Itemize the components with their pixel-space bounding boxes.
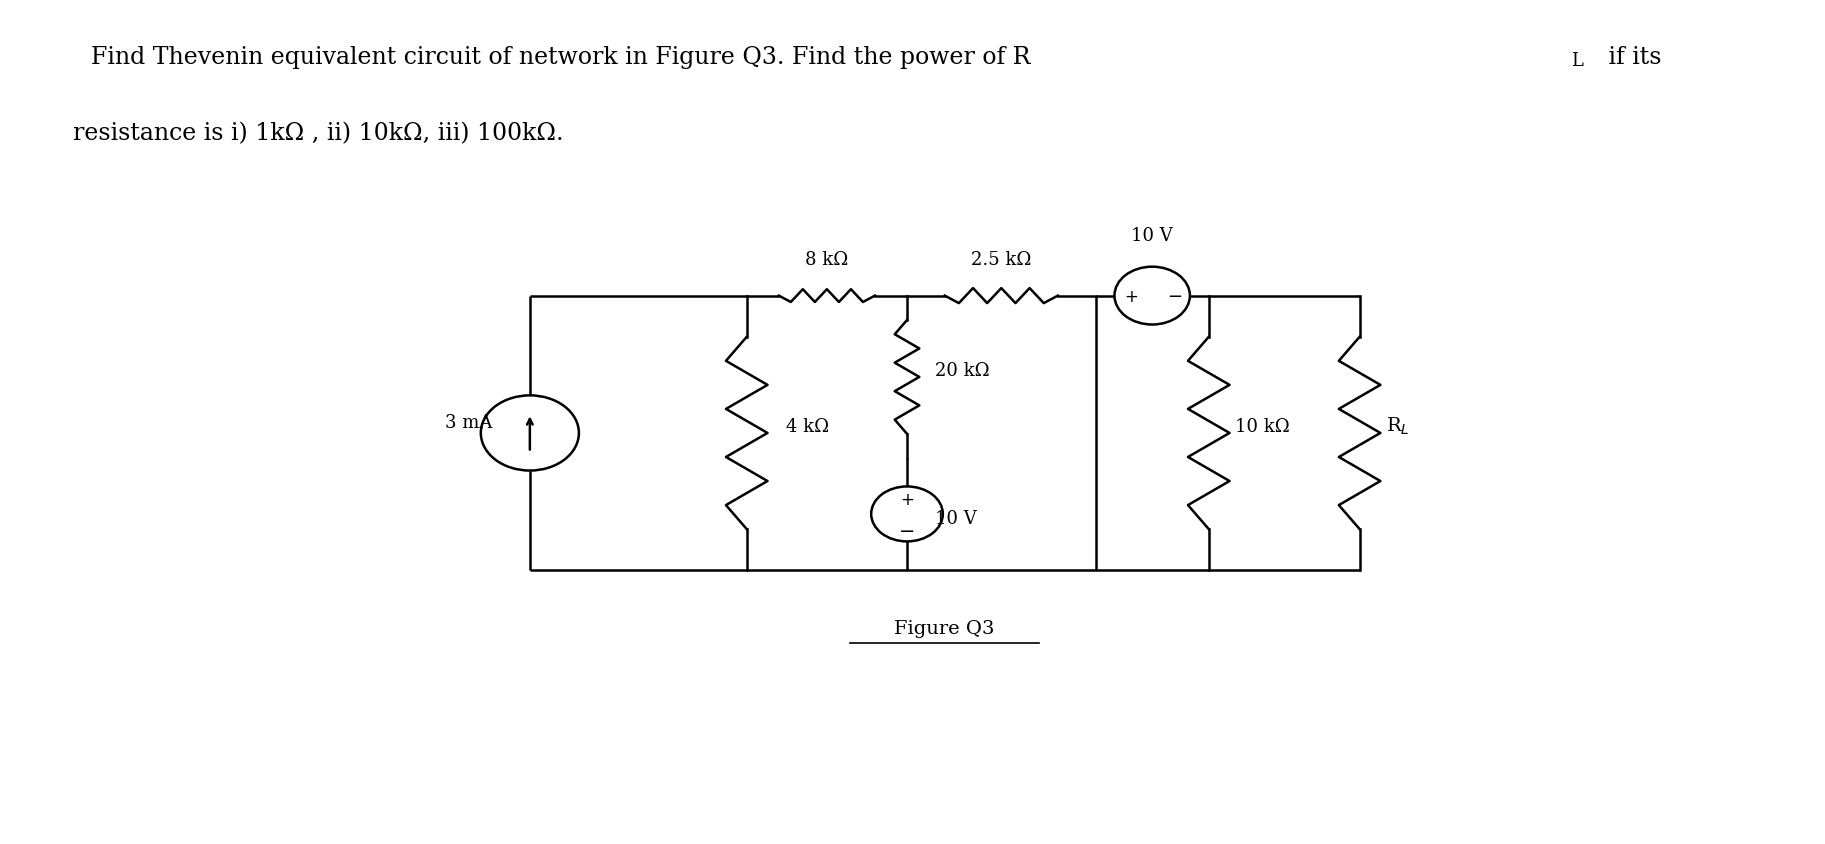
Text: 2.5 kΩ: 2.5 kΩ: [971, 251, 1031, 268]
Text: 4 kΩ: 4 kΩ: [787, 417, 829, 436]
Text: −: −: [900, 522, 914, 540]
Text: Figure Q3: Figure Q3: [894, 619, 995, 637]
Text: 8 kΩ: 8 kΩ: [805, 251, 849, 268]
Text: 3 mA: 3 mA: [445, 414, 493, 431]
Text: 10 V: 10 V: [934, 509, 976, 527]
Text: if its: if its: [1601, 46, 1661, 69]
Text: 10 V: 10 V: [1132, 226, 1173, 244]
Text: R$_L$: R$_L$: [1385, 415, 1409, 437]
Text: −: −: [1168, 287, 1183, 306]
Text: 10 kΩ: 10 kΩ: [1236, 417, 1290, 436]
Text: Find Thevenin equivalent circuit of network in Figure Q3. Find the power of R: Find Thevenin equivalent circuit of netw…: [91, 46, 1031, 69]
Text: 20 kΩ: 20 kΩ: [934, 361, 989, 379]
Text: +: +: [900, 490, 914, 508]
Text: resistance is i) 1kΩ , ii) 10kΩ, iii) 100kΩ.: resistance is i) 1kΩ , ii) 10kΩ, iii) 10…: [73, 122, 564, 145]
Text: +: +: [1124, 287, 1139, 306]
Text: L: L: [1571, 52, 1584, 70]
